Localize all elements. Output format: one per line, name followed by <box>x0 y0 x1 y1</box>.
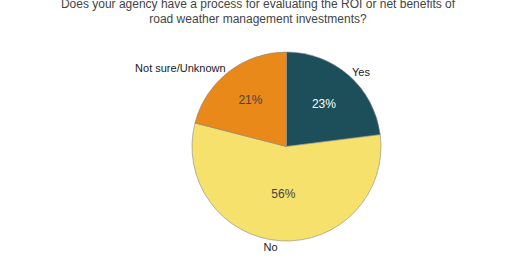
svg-text:No: No <box>264 241 278 253</box>
svg-text:21%: 21% <box>238 93 262 107</box>
svg-text:Yes: Yes <box>352 66 370 78</box>
svg-text:Does your agency have a proces: Does your agency have a process for eval… <box>61 0 456 26</box>
svg-text:23%: 23% <box>312 97 336 111</box>
svg-text:56%: 56% <box>271 187 295 201</box>
svg-text:Not sure/Unknown: Not sure/Unknown <box>135 62 226 74</box>
